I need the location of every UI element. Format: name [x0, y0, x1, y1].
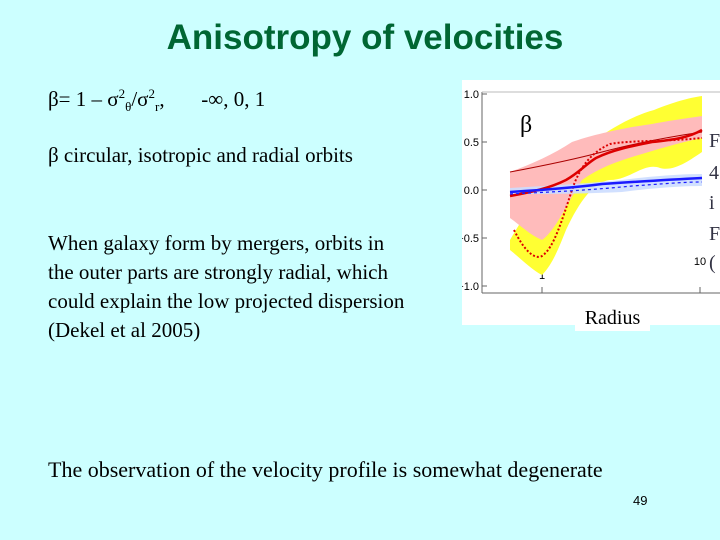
- dark-red-line: [509, 131, 703, 173]
- x-tick-label: 10: [694, 256, 706, 268]
- cut-off-char: (: [709, 252, 716, 274]
- cut-off-char: F: [709, 130, 720, 152]
- beta-definition: β= 1 – σ2θ/σ2r,: [48, 86, 165, 115]
- x-axis-label: Radius: [575, 305, 650, 331]
- blue-solid-line: [509, 176, 703, 194]
- y-tick-label: −0.5: [462, 233, 479, 245]
- slide-title: Anisotropy of velocities: [166, 18, 564, 57]
- cut-off-char: F: [709, 223, 720, 245]
- blue-dashed-line: [509, 181, 703, 195]
- footer-note: The observation of the velocity profile …: [48, 457, 603, 482]
- y-tick-label: 1.0: [464, 89, 479, 101]
- red-solid-line: [509, 128, 703, 198]
- x-ticks: 1 10: [539, 256, 706, 293]
- y-tick-label: 0.5: [464, 137, 479, 149]
- page-number: 49: [633, 493, 648, 508]
- red-dotted-line: [513, 137, 703, 258]
- beta-definition-line: β= 1 – σ2θ/σ2r, -∞, 0, 1: [48, 86, 265, 115]
- x-tick-label: 1: [539, 270, 545, 282]
- y-tick-label: 0.0: [464, 185, 479, 197]
- pink-band: [510, 116, 702, 240]
- y-tick-label: −1.0: [462, 281, 479, 293]
- y-axis-label: β: [520, 112, 532, 138]
- merger-paragraph: When galaxy form by mergers, orbits in t…: [48, 231, 405, 342]
- beta-limits: -∞, 0, 1: [201, 87, 266, 111]
- anisotropy-plot: 1.0 0.5 0.0 −0.5 −1.0 1 10 β: [462, 80, 720, 325]
- orbits-line: β circular, isotropic and radial orbits: [48, 143, 353, 167]
- cut-off-char: i: [709, 192, 715, 214]
- anisotropy-plot-svg: 1.0 0.5 0.0 −0.5 −1.0 1 10 β: [462, 89, 720, 294]
- cut-off-char: 4: [709, 162, 719, 184]
- y-ticks: 1.0 0.5 0.0 −0.5 −1.0: [462, 89, 487, 293]
